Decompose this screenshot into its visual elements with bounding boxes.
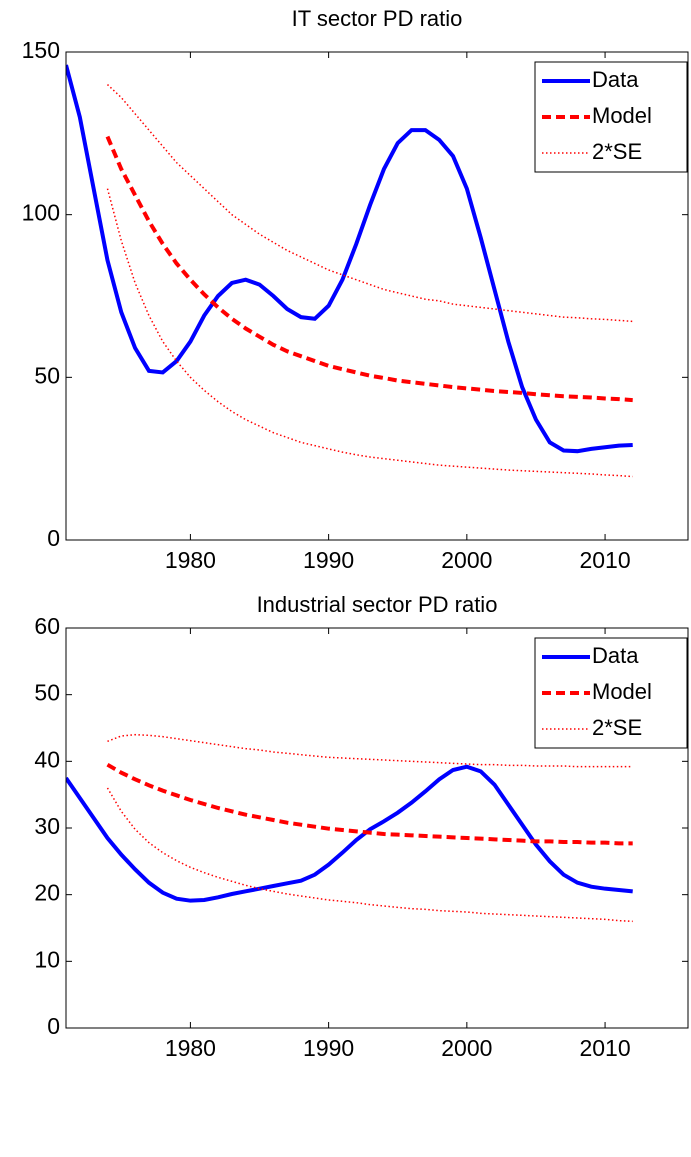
y-tick-label: 150 bbox=[22, 37, 60, 63]
x-tick-label: 2000 bbox=[441, 547, 492, 573]
axes-box bbox=[65, 627, 689, 1029]
legend-label: Data bbox=[592, 643, 639, 668]
y-tick-label: 100 bbox=[22, 200, 60, 226]
legend-label: 2*SE bbox=[592, 139, 642, 164]
legend-label: Model bbox=[592, 103, 652, 128]
series-line bbox=[107, 733, 633, 768]
x-tick-label: 2010 bbox=[579, 547, 630, 573]
y-tick-label: 10 bbox=[34, 946, 60, 972]
series-line bbox=[105, 135, 633, 403]
legend-label: Data bbox=[592, 67, 639, 92]
x-tick-label: 1980 bbox=[165, 1035, 216, 1061]
series-line bbox=[66, 764, 633, 903]
y-tick-label: 0 bbox=[47, 525, 60, 551]
x-tick-label: 1990 bbox=[303, 1035, 354, 1061]
y-tick-label: 60 bbox=[34, 613, 60, 639]
x-tick-label: 1980 bbox=[165, 547, 216, 573]
legend-label: 2*SE bbox=[592, 715, 642, 740]
series-line bbox=[106, 762, 633, 846]
legend-label: Model bbox=[592, 679, 652, 704]
y-tick-label: 50 bbox=[34, 680, 60, 706]
series-line bbox=[106, 83, 633, 323]
y-tick-label: 20 bbox=[34, 880, 60, 906]
y-tick-label: 0 bbox=[47, 1013, 60, 1039]
x-tick-label: 2000 bbox=[441, 1035, 492, 1061]
chart-title: IT sector PD ratio bbox=[292, 6, 463, 31]
series-line bbox=[66, 64, 633, 454]
x-tick-label: 2010 bbox=[579, 1035, 630, 1061]
series-line bbox=[106, 787, 633, 923]
x-tick-label: 1990 bbox=[303, 547, 354, 573]
chart-title: Industrial sector PD ratio bbox=[257, 592, 498, 617]
y-tick-label: 30 bbox=[34, 813, 60, 839]
axes-box bbox=[65, 51, 689, 541]
series-line bbox=[106, 188, 633, 478]
y-tick-label: 50 bbox=[34, 362, 60, 388]
y-tick-label: 40 bbox=[34, 746, 60, 772]
